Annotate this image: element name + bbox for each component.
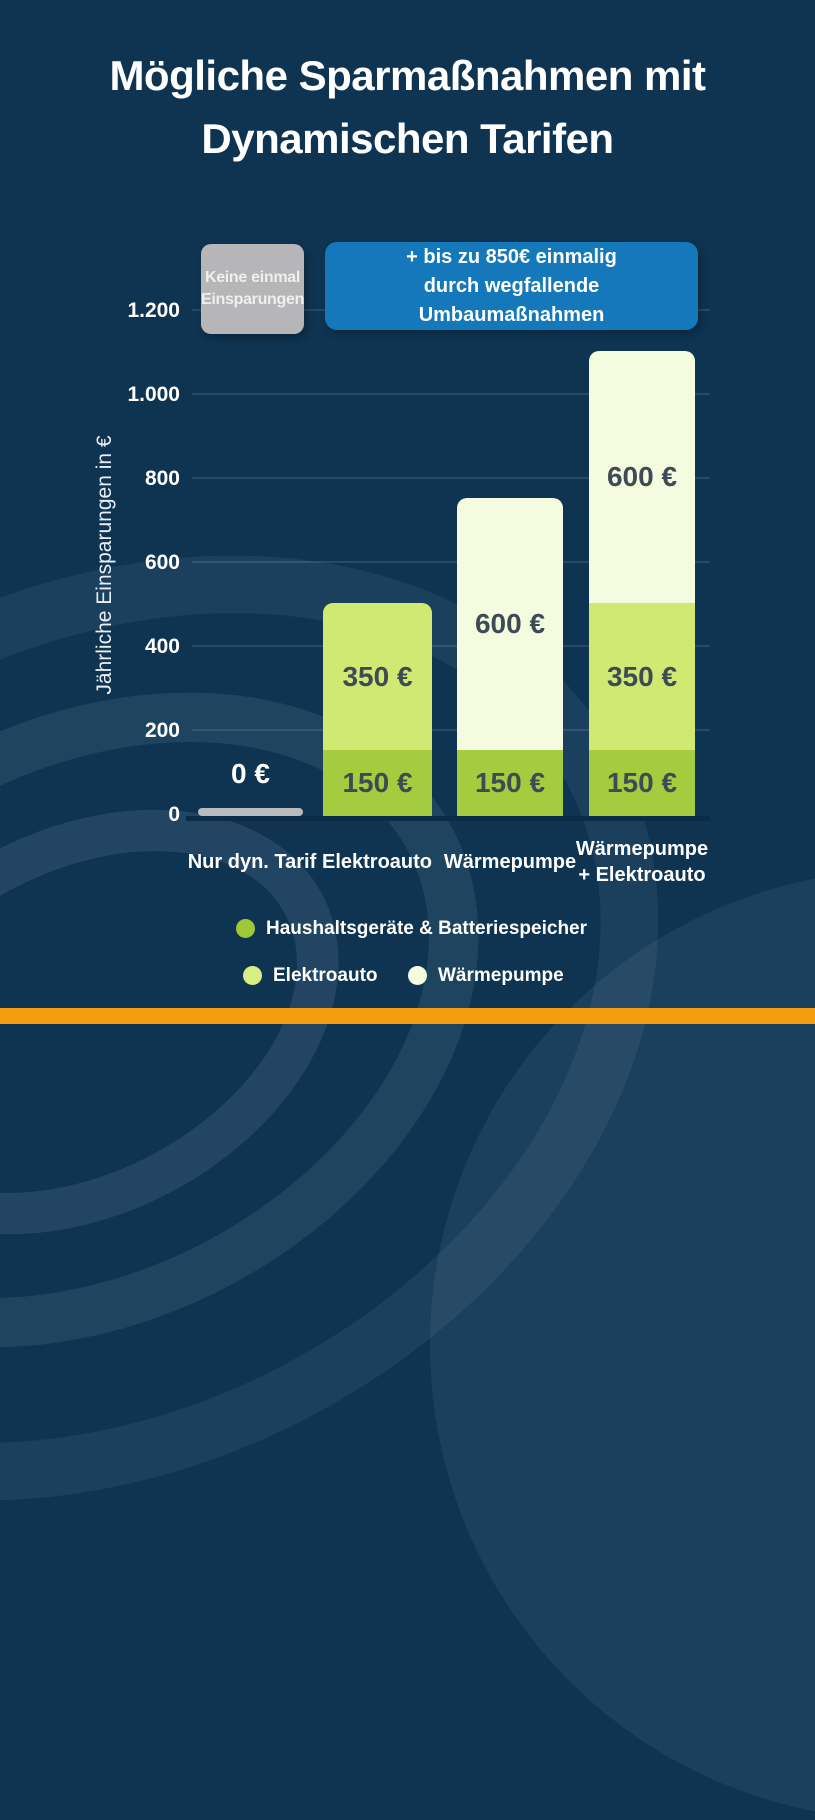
legend-label-elektroauto: Elektroauto <box>273 965 378 986</box>
segment-value-label: 150 € <box>342 767 413 798</box>
legend-dot-elektroauto <box>243 966 262 985</box>
gridline-200 <box>192 729 710 731</box>
x-label-nur-dyn-tarif: Nur dyn. Tarif <box>187 851 317 873</box>
bar-waermepumpe-elektroauto-segment-waermepumpe: 600 € <box>589 351 695 603</box>
annotation-no-one-time-savings: Keine einmal Einsparungen <box>201 244 304 334</box>
y-tick-0: 0 <box>168 803 180 826</box>
annotation-gray-line2: Einsparungen <box>201 291 305 308</box>
bar-nur-dyn-tarif-value-label: 0 € <box>231 758 270 789</box>
segment-value-label: 350 € <box>606 660 678 692</box>
x-label-elektroauto: Elektroauto <box>321 851 433 873</box>
legend-label-waermepumpe: Wärmepumpe <box>438 965 564 986</box>
gridline-600 <box>192 561 710 563</box>
segment-value-label: 600 € <box>606 461 678 492</box>
annotation-one-time-savings: + bis zu 850€ einmalig durch wegfallende… <box>325 242 698 330</box>
segment-value-label: 350 € <box>342 660 413 692</box>
segment-value-label: 150 € <box>474 767 546 798</box>
annotation-blue-line2: durch wegfallende <box>423 274 600 297</box>
y-tick-800: 800 <box>144 467 180 490</box>
x-axis-line <box>186 816 710 821</box>
y-tick-600: 600 <box>144 551 180 574</box>
y-tick-400: 400 <box>144 635 180 658</box>
bar-waermepumpe-segment-haushalt: 150 € <box>457 750 563 816</box>
bar-waermepumpe-elektroauto-segment-elektroauto: 350 € <box>589 603 695 750</box>
x-label-line1: Wärmepumpe <box>575 838 709 860</box>
y-tick-200: 200 <box>144 719 180 742</box>
segment-value-label: 150 € <box>606 767 678 798</box>
chart-title: Mögliche Sparmaßnahmen mit Dynamischen T… <box>0 44 815 170</box>
segment-value-label: 600 € <box>474 608 546 639</box>
gridline-400 <box>192 645 710 647</box>
legend-dot-haushaltsgeraete <box>236 919 255 938</box>
chart-title-line2: Dynamischen Tarifen <box>201 115 614 162</box>
legend-dot-waermepumpe <box>408 966 427 985</box>
x-label-line2: + Elektroauto <box>578 864 706 886</box>
gridline-800 <box>192 477 710 479</box>
footer-accent-bar <box>0 1008 815 1024</box>
annotation-blue-line3: Umbaumaßnahmen <box>418 303 605 326</box>
x-label-waermepumpe-elektroauto: Wärmepumpe + Elektroauto <box>557 836 727 888</box>
chart-title-line1: Mögliche Sparmaßnahmen mit <box>109 52 706 99</box>
annotation-gray-line1: Keine einmal <box>204 269 301 286</box>
legend-label-haushaltsgeraete: Haushaltsgeräte & Batteriespeicher <box>266 918 588 939</box>
y-tick-1200: 1.200 <box>127 299 180 322</box>
bar-nur-dyn-tarif <box>198 808 303 816</box>
bar-waermepumpe-elektroauto-segment-haushalt: 150 € <box>589 750 695 816</box>
gridline-1000 <box>192 393 710 395</box>
bar-waermepumpe-segment-waermepumpe: 600 € <box>457 498 563 750</box>
annotation-blue-line1: + bis zu 850€ einmalig <box>406 245 617 268</box>
y-tick-1000: 1.000 <box>127 383 180 406</box>
bar-elektroauto-segment-elektroauto: 350 € <box>323 603 432 750</box>
bar-elektroauto-segment-haushalt: 150 € <box>323 750 432 816</box>
x-label-waermepumpe: Wärmepumpe <box>443 851 577 873</box>
